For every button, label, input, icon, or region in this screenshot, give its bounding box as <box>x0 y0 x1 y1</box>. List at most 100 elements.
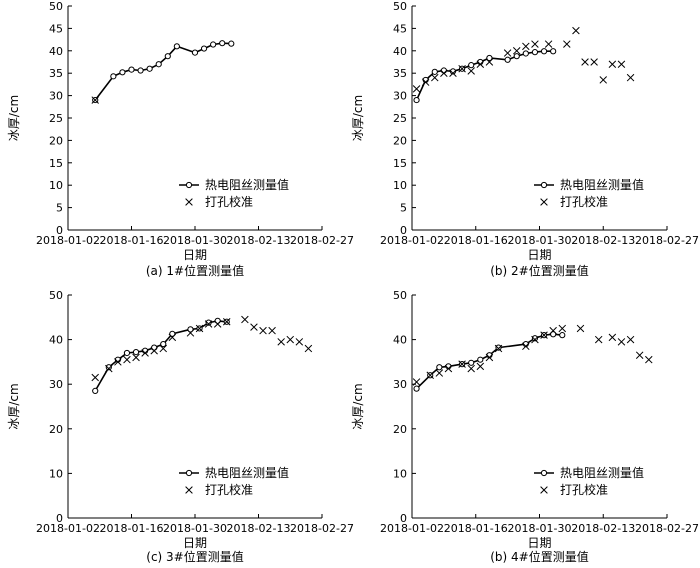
data-point-cross <box>213 320 222 328</box>
data-point-circle <box>200 45 208 52</box>
y-tick-label: 30 <box>393 378 407 391</box>
x-tick-label: 2018-01-16 <box>444 522 508 535</box>
y-tick-label: 35 <box>393 67 407 80</box>
legend-label: 打孔校准 <box>205 482 253 497</box>
y-tick-label: 20 <box>393 134 407 147</box>
data-point-circle <box>559 332 566 339</box>
data-point-cross <box>91 373 99 382</box>
data-point-circle <box>431 68 438 75</box>
legend-cross-swatch <box>540 198 548 206</box>
y-tick-label: 10 <box>393 179 407 192</box>
data-point-circle <box>160 340 167 348</box>
x-tick-label: 2018-02-13 <box>571 522 635 535</box>
series-line <box>416 333 563 390</box>
data-point-cross <box>186 329 195 337</box>
data-point-circle <box>169 330 176 337</box>
data-point-cross <box>581 58 589 66</box>
data-point-cross <box>549 326 557 335</box>
x-tick-label: 2018-01-30 <box>508 234 572 247</box>
y-axis-label: 冰厚/cm <box>351 383 365 429</box>
y-tick-label: 35 <box>49 67 63 80</box>
data-point-cross <box>522 342 530 351</box>
legend-label: 打孔校准 <box>560 482 608 497</box>
x-tick-label: 2018-02-27 <box>635 234 699 247</box>
y-tick-label: 20 <box>49 134 63 147</box>
data-point-circle <box>123 349 131 357</box>
data-point-circle <box>477 356 484 363</box>
data-point-cross <box>626 73 635 82</box>
data-point-cross <box>522 42 530 51</box>
legend-circle-swatch <box>540 181 548 189</box>
series-line <box>94 42 232 101</box>
data-point-cross <box>608 333 617 342</box>
x-tick-label: 2018-01-30 <box>163 522 227 535</box>
data-point-cross <box>531 40 539 48</box>
data-point-cross <box>105 364 113 373</box>
x-tick-label: 2018-02-27 <box>290 522 354 535</box>
y-tick-label: 25 <box>393 112 407 125</box>
data-point-cross <box>645 355 653 364</box>
data-point-cross <box>141 349 149 357</box>
data-point-cross <box>259 326 267 335</box>
y-tick-label: 0 <box>56 224 63 237</box>
data-point-circle <box>119 69 126 76</box>
data-point-circle <box>105 364 112 371</box>
data-point-circle <box>468 62 475 69</box>
panel-2: 0 5 10 15 20 25 30 35 40 45 50 2018-01-02 2018-01-16… <box>351 0 699 278</box>
legend-label: 热电阻丝测量值 <box>560 465 644 480</box>
data-point-cross <box>540 331 548 339</box>
x-axis-label: 日期 <box>527 248 551 262</box>
y-tick-label: 50 <box>49 0 63 13</box>
x-tick-label: 2018-01-02 <box>380 234 444 247</box>
data-point-cross <box>286 335 295 344</box>
x-tick-label: 2018-01-30 <box>508 522 572 535</box>
data-point-cross <box>444 364 453 373</box>
y-tick-label: 5 <box>400 202 407 215</box>
x-tick-label: 2018-01-30 <box>163 234 227 247</box>
legend-cross-swatch <box>540 486 548 494</box>
y-tick-label: 40 <box>49 334 63 347</box>
data-point-circle <box>173 43 180 50</box>
data-point-cross <box>123 355 131 364</box>
data-point-cross <box>563 40 571 48</box>
panel-caption: (b) 2#位置测量值 <box>490 263 589 278</box>
data-point-cross <box>617 338 626 346</box>
data-point-circle <box>495 344 502 351</box>
data-point-circle <box>187 326 194 333</box>
y-tick-label: 50 <box>49 289 63 302</box>
y-tick-label: 20 <box>49 423 63 436</box>
data-point-cross <box>295 338 304 346</box>
legend-label: 热电阻丝测量值 <box>205 465 289 480</box>
data-point-cross <box>435 369 444 377</box>
legend-circle-swatch <box>185 181 193 189</box>
data-point-cross <box>268 326 276 335</box>
data-point-cross <box>132 353 140 362</box>
x-tick-label: 2018-02-13 <box>571 234 635 247</box>
y-tick-label: 0 <box>400 224 407 237</box>
x-tick-label: 2018-01-02 <box>380 522 444 535</box>
data-point-cross <box>485 58 494 66</box>
data-point-cross <box>531 335 539 344</box>
data-point-circle <box>522 50 529 57</box>
data-point-cross <box>250 323 258 331</box>
data-point-cross <box>458 360 466 368</box>
y-tick-label: 40 <box>393 334 407 347</box>
panel-caption: (b) 4#位置测量值 <box>490 549 589 564</box>
y-tick-label: 40 <box>49 45 63 58</box>
panel-caption: (a) 1#位置测量值 <box>146 263 244 278</box>
legend-label: 热电阻丝测量值 <box>560 177 644 192</box>
y-tick-label: 45 <box>393 22 407 35</box>
data-point-circle <box>531 49 539 56</box>
data-point-cross <box>576 324 585 333</box>
data-point-cross <box>485 353 494 362</box>
legend-label: 打孔校准 <box>560 194 608 209</box>
data-point-circle <box>146 65 153 72</box>
data-point-cross <box>512 47 521 55</box>
legend-cross-swatch <box>185 486 193 494</box>
y-tick-label: 10 <box>49 179 63 192</box>
data-point-cross <box>421 78 430 86</box>
data-point-cross <box>412 85 421 93</box>
